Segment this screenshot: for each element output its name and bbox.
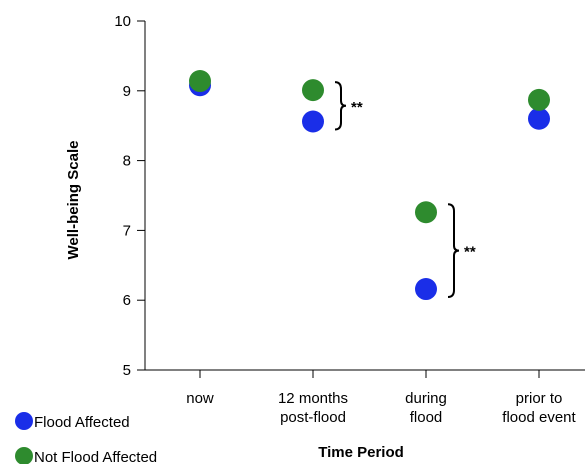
- legend: Flood Affected Not Flood Affected: [15, 412, 157, 464]
- y-tick-label: 5: [123, 362, 131, 379]
- x-tick-label-line: during: [405, 390, 447, 407]
- x-axis-title: Time Period: [318, 444, 404, 461]
- axes: [144, 21, 585, 371]
- y-tick-label: 9: [123, 83, 131, 100]
- x-tick-label: prior to flood event: [502, 390, 576, 426]
- x-tick-label-line: flood: [410, 409, 443, 426]
- point-not-flood-affected: [302, 79, 324, 102]
- y-axis-title: Well-being Scale: [65, 141, 82, 260]
- x-tick-label: 12 months post-flood: [278, 390, 348, 426]
- y-ticks: 5 6 7 8 9 10: [114, 13, 145, 379]
- point-not-flood-affected: [528, 88, 550, 111]
- significance-brace: [447, 203, 460, 299]
- y-tick-label: 8: [123, 153, 131, 170]
- y-tick-label: 10: [114, 13, 131, 30]
- significance-brackets: ** **: [334, 81, 476, 299]
- x-tick-label-line: 12 months: [278, 390, 348, 407]
- x-ticks: now 12 months post-flood during flood prior t…: [186, 370, 577, 426]
- point-flood-affected: [528, 107, 550, 130]
- significance-label: **: [351, 99, 363, 116]
- x-tick-label: during flood: [405, 390, 447, 426]
- x-tick-label-line: flood event: [502, 409, 576, 426]
- point-not-flood-affected: [189, 70, 211, 93]
- data-points: [189, 70, 550, 301]
- point-flood-affected: [302, 110, 324, 133]
- x-tick-label: now: [186, 390, 214, 407]
- legend-marker: [15, 412, 33, 430]
- x-tick-label-line: now: [186, 390, 214, 407]
- x-tick-label-line: post-flood: [280, 409, 346, 426]
- y-tick-label: 7: [123, 222, 131, 239]
- point-flood-affected: [415, 278, 437, 301]
- y-tick-label: 6: [123, 292, 131, 309]
- legend-label: Flood Affected: [34, 414, 130, 431]
- point-not-flood-affected: [415, 201, 437, 224]
- legend-marker: [15, 447, 33, 464]
- significance-brace: [334, 81, 347, 131]
- significance-label: **: [464, 244, 476, 261]
- legend-label: Not Flood Affected: [34, 449, 157, 464]
- x-tick-label-line: prior to: [516, 390, 563, 407]
